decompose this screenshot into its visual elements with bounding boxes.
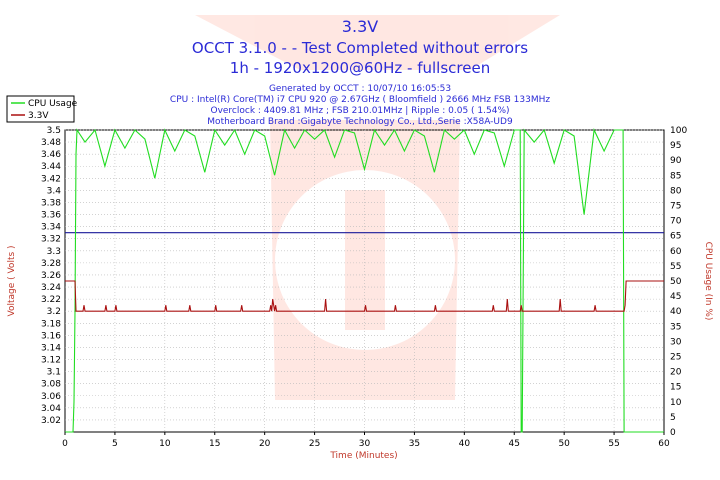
chart-title: 3.3V — [342, 17, 378, 36]
grid — [65, 129, 664, 432]
y-left-tick-label: 3.28 — [41, 259, 61, 269]
y-left-tick-label: 3.18 — [41, 319, 61, 329]
y-right-tick-label: 55 — [670, 262, 681, 272]
y-left-tick-label: 3.32 — [41, 235, 61, 245]
y-right-tick-label: 5 — [670, 413, 676, 423]
y-left-tick-label: 3.46 — [41, 150, 61, 160]
y-right-tick-label: 40 — [670, 307, 682, 317]
y-left-tick-label: 3.48 — [41, 138, 61, 148]
y-right-tick-label: 30 — [670, 337, 682, 347]
x-tick-label: 40 — [459, 439, 471, 449]
info-line-generated: Generated by OCCT : 10/07/10 16:05:53 — [269, 84, 451, 94]
y-left-tick-label: 3.14 — [41, 343, 61, 353]
y-right-tick-label: 60 — [670, 247, 682, 257]
y-right-tick-label: 10 — [670, 398, 682, 408]
y-left-tick-label: 3.34 — [41, 223, 61, 233]
y-right-tick-label: 85 — [670, 171, 681, 181]
y-right-tick-label: 25 — [670, 353, 681, 363]
series-line-3v3 — [65, 280, 664, 312]
y-left-tick-label: 3.16 — [41, 331, 61, 341]
y-right-tick-label: 75 — [670, 202, 681, 212]
legend-box — [6, 95, 75, 123]
chart-subtitle-2: 1h - 1920x1200@60Hz - fullscreen — [230, 59, 490, 77]
y-left-tick-label: 3.5 — [47, 126, 61, 136]
y-left-tick-label: 3.4 — [47, 186, 62, 196]
legend-label-cpu-usage: CPU Usage — [28, 99, 78, 109]
y-left-tick-label: 3.04 — [41, 404, 61, 414]
x-tick-label: 25 — [309, 439, 320, 449]
y-right-tick-label: 65 — [670, 232, 681, 242]
y-right-tick-label: 100 — [670, 126, 687, 136]
series-line-cpu-usage — [65, 128, 664, 433]
y-left-tick-label: 3.44 — [41, 162, 61, 172]
x-tick-label: 20 — [259, 439, 271, 449]
y-left-tick-label: 3.38 — [41, 198, 61, 208]
x-axis-ticks: 0 5 10 15 20 25 30 35 40 45 50 55 60 — [62, 432, 670, 449]
y-right-tick-label: 0 — [670, 428, 676, 438]
info-line-motherboard: Motherboard Brand :Gigabyte Technology C… — [207, 117, 513, 127]
y-right-tick-label: 80 — [670, 186, 682, 196]
y-right-tick-label: 90 — [670, 156, 682, 166]
y-right-tick-label: 70 — [670, 217, 682, 227]
x-tick-label: 5 — [112, 439, 118, 449]
x-tick-label: 30 — [359, 439, 371, 449]
series-layer — [65, 128, 664, 433]
x-tick-label: 50 — [558, 439, 570, 449]
x-tick-label: 35 — [409, 439, 420, 449]
y-left-tick-label: 3.1 — [47, 368, 61, 378]
y-left-tick-label: 3.24 — [41, 283, 61, 293]
legend-label-3v3: 3.3V — [28, 111, 49, 121]
y-right-tick-label: 15 — [670, 383, 681, 393]
y-left-tick-label: 3.12 — [41, 356, 61, 366]
y-left-tick-label: 3.2 — [47, 307, 61, 317]
x-tick-label: 55 — [608, 439, 619, 449]
y-left-tick-label: 3.36 — [41, 211, 61, 221]
y-left-tick-label: 3.42 — [41, 174, 61, 184]
watermark-logo — [195, 15, 560, 400]
y-right-tick-label: 35 — [670, 322, 681, 332]
y-left-tick-label: 3.22 — [41, 295, 61, 305]
y-left-axis-ticks: 3.02 3.04 3.06 3.08 3.1 3.12 3.14 3.16 3.18 3.2 3.… — [41, 126, 61, 426]
y-left-tick-label: 3.26 — [41, 271, 61, 281]
y-right-tick-label: 50 — [670, 277, 682, 287]
x-tick-label: 10 — [159, 439, 171, 449]
y-right-axis-ticks: 0 5 10 15 20 25 30 35 40 45 50 55 60 65 70 75 80 85 90 95 10… — [670, 126, 687, 438]
y-left-tick-label: 3.08 — [41, 380, 61, 390]
x-tick-label: 15 — [209, 439, 220, 449]
y-right-tick-label: 45 — [670, 292, 681, 302]
x-tick-label: 45 — [509, 439, 520, 449]
chart-subtitle-1: OCCT 3.1.0 - - Test Completed without er… — [192, 39, 528, 57]
x-tick-label: 0 — [62, 439, 68, 449]
y-left-axis-label: Voltage ( Volts ) — [7, 245, 17, 316]
x-axis-label: Time (Minutes) — [329, 451, 397, 461]
y-left-tick-label: 3.02 — [41, 416, 61, 426]
y-right-tick-label: 20 — [670, 368, 682, 378]
info-line-cpu: CPU : Intel(R) Core(TM) i7 CPU 920 @ 2.6… — [170, 95, 550, 105]
info-line-overclock: Overclock : 4409.81 MHz ; FSB 210.01MHz … — [210, 106, 509, 116]
legend: CPU Usage 3.3V — [6, 95, 78, 123]
x-tick-label: 60 — [658, 439, 670, 449]
y-right-tick-label: 95 — [670, 141, 681, 151]
y-left-tick-label: 3.06 — [41, 392, 61, 402]
y-left-tick-label: 3.3 — [47, 247, 61, 257]
y-right-axis-label: CPU Usage (In %) — [703, 242, 713, 321]
